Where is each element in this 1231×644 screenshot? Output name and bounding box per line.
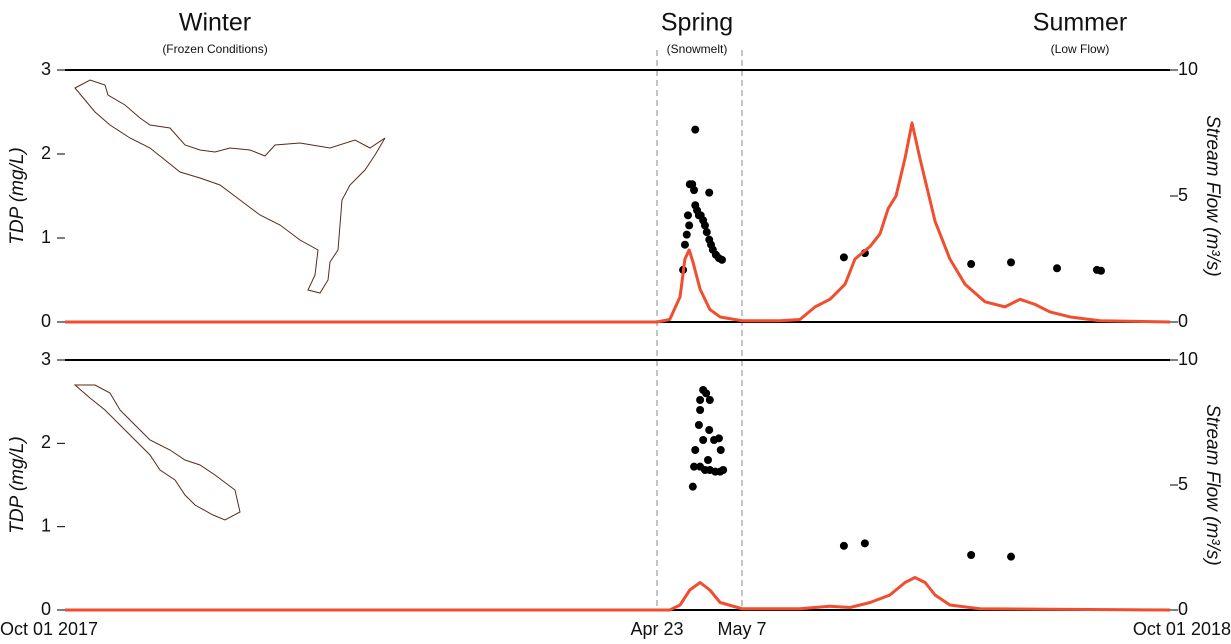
- tdp-point: [696, 406, 705, 414]
- y-tick-label: 2: [41, 143, 51, 163]
- tdp-point: [705, 396, 714, 404]
- flow-line: [65, 576, 1171, 612]
- tdp-point: [702, 389, 711, 398]
- season-subtitle: (Low Flow): [1051, 42, 1110, 56]
- tdp-point: [839, 253, 848, 262]
- y2-tick-label: 10: [1178, 59, 1198, 79]
- season-subtitle: (Frozen Conditions): [162, 42, 267, 56]
- x-tick-label: Apr 23: [630, 619, 683, 639]
- tdp-point: [691, 125, 700, 134]
- y2-tick-label: 10: [1178, 349, 1198, 369]
- tdp-point: [705, 188, 714, 197]
- tdp-point: [1053, 264, 1062, 273]
- tdp-point: [704, 456, 712, 464]
- tdp-point: [696, 396, 705, 404]
- tdp-point: [683, 211, 692, 220]
- y-tick-label: 0: [41, 311, 51, 331]
- y-tick-label: 1: [41, 227, 51, 247]
- tdp-point: [967, 551, 976, 559]
- y-tick-label: 3: [41, 349, 51, 369]
- y-tick-label: 2: [41, 432, 51, 452]
- y-axis-label: TDP (mg/L): [7, 436, 28, 533]
- season-title: Summer: [1033, 9, 1127, 37]
- tdp-point: [702, 228, 711, 237]
- x-tick-label: May 7: [717, 619, 766, 639]
- tdp-point: [685, 221, 694, 230]
- tdp-point: [714, 434, 723, 443]
- tdp-point: [680, 240, 689, 249]
- tdp-point: [717, 255, 726, 264]
- tdp-point: [1007, 258, 1016, 267]
- tdp-point: [860, 539, 869, 548]
- tdp-point: [1096, 266, 1105, 275]
- flow-line: [65, 121, 1171, 324]
- y-tick-label: 3: [41, 59, 51, 79]
- tdp-point: [691, 446, 700, 454]
- tdp-point: [688, 482, 697, 491]
- season-title: Winter: [179, 9, 251, 37]
- y-tick-label: 1: [41, 515, 51, 535]
- y2-axis-label: Stream Flow (m³/s): [1202, 404, 1223, 566]
- y2-axis-label: Stream Flow (m³/s): [1202, 115, 1223, 277]
- y-tick-label: 0: [41, 599, 51, 619]
- tdp-point: [699, 436, 708, 444]
- tdp-point: [705, 426, 714, 434]
- season-subtitle: (Snowmelt): [667, 42, 728, 56]
- tdp-point: [1007, 552, 1016, 561]
- tdp-point: [967, 260, 976, 269]
- x-tick-label: Oct 01 2018: [1133, 619, 1231, 639]
- tdp-point: [700, 221, 709, 230]
- y-axis-label: TDP (mg/L): [7, 147, 28, 244]
- y2-tick-label: 5: [1178, 185, 1188, 205]
- tdp-point: [682, 230, 691, 239]
- watershed-outline: [74, 79, 386, 294]
- tdp-point: [716, 446, 725, 454]
- y2-tick-label: 5: [1178, 474, 1188, 494]
- tdp-point: [839, 541, 848, 550]
- y2-tick-label: 0: [1178, 311, 1188, 331]
- watershed-outline: [73, 384, 241, 521]
- tdp-point: [694, 421, 703, 429]
- x-tick-label: Oct 01 2017: [0, 619, 98, 639]
- y2-tick-label: 0: [1178, 599, 1188, 619]
- tdp-point: [719, 466, 728, 474]
- tdp-point: [690, 186, 699, 195]
- tdp-point: [690, 462, 699, 471]
- season-title: Spring: [661, 9, 733, 37]
